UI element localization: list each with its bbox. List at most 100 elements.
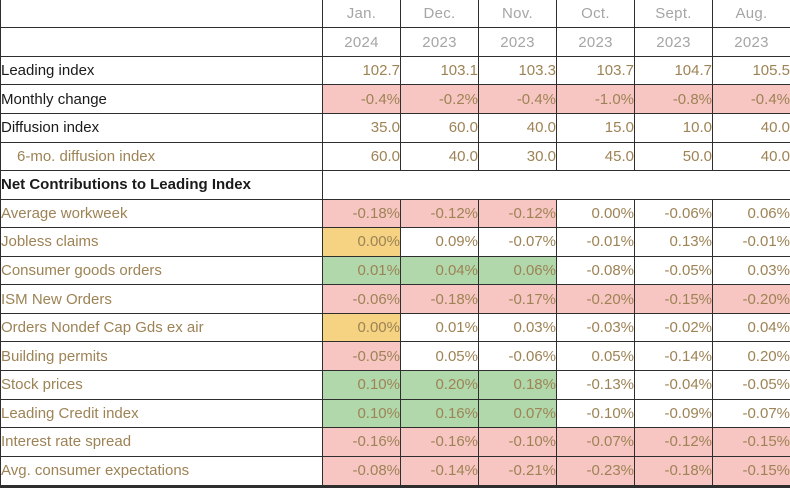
value-cell: 30.0 [478,141,557,172]
value-cell: -0.18% [634,455,713,488]
value-cell: -0.07% [556,427,635,457]
value-cell: -0.06% [634,198,713,229]
table-row-orders-nondef-cap-gds: Orders Nondef Cap Gds ex air 0.00% 0.01%… [0,312,790,343]
value-cell: -0.8% [634,84,713,114]
column-header-year: 2023 [712,27,790,57]
value-cell: -0.03% [556,312,635,343]
row-label: Interest rate spread [0,427,323,457]
value-cell: -0.05% [712,370,790,400]
value-cell: -0.17% [478,284,557,314]
value-cell: -0.10% [478,427,557,457]
value-cell: -0.15% [712,455,790,488]
value-cell: 0.00% [322,312,401,343]
value-cell: 104.7 [634,55,713,86]
value-cell: -0.06% [322,284,401,314]
value-cell: -0.4% [712,84,790,114]
table-row-average-workweek: Average workweek -0.18% -0.12% -0.12% 0.… [0,198,790,229]
column-header-month: Nov. [478,0,557,29]
value-cell: 40.0 [712,112,790,143]
table-row-monthly-change: Monthly change -0.4% -0.2% -0.4% -1.0% -… [0,84,790,114]
value-cell: 15.0 [556,112,635,143]
value-cell: -0.08% [556,255,635,286]
row-label: Jobless claims [0,227,323,257]
value-cell: -0.12% [634,427,713,457]
value-cell: 0.07% [478,398,557,429]
value-cell: 0.06% [478,255,557,286]
column-header-year: 2023 [478,27,557,57]
value-cell: -0.12% [478,198,557,229]
value-cell: -0.01% [712,227,790,257]
row-label: Orders Nondef Cap Gds ex air [0,312,323,343]
value-cell: 105.5 [712,55,790,86]
value-cell: 0.10% [322,370,401,400]
value-cell: -0.14% [634,341,713,372]
value-cell: -0.4% [478,84,557,114]
value-cell: -0.05% [322,341,401,372]
value-cell: -0.21% [478,455,557,488]
value-cell: 0.13% [634,227,713,257]
row-label: Leading index [0,55,323,86]
value-cell: 10.0 [634,112,713,143]
value-cell: 0.20% [400,370,479,400]
row-label: Consumer goods orders [0,255,323,286]
table-row-ism-new-orders: ISM New Orders -0.06% -0.18% -0.17% -0.2… [0,284,790,314]
table-row-jobless-claims: Jobless claims 0.00% 0.09% -0.07% -0.01%… [0,227,790,257]
row-label: Stock prices [0,370,323,400]
value-cell: 0.18% [478,370,557,400]
table-row-section-header: Net Contributions to Leading Index [0,170,790,200]
value-cell: -0.09% [634,398,713,429]
table-row-stock-prices: Stock prices 0.10% 0.20% 0.18% -0.13% -0… [0,370,790,400]
value-cell: 50.0 [634,141,713,172]
section-empty-cell [322,170,790,200]
column-header-year: 2024 [322,27,401,57]
header-row-years: 2024 2023 2023 2023 2023 2023 [0,27,790,57]
value-cell: -0.06% [478,341,557,372]
value-cell: 103.1 [400,55,479,86]
value-cell: 0.05% [400,341,479,372]
value-cell: -0.15% [634,284,713,314]
value-cell: 0.00% [556,198,635,229]
value-cell: -0.16% [322,427,401,457]
header-corner-cell [0,0,323,29]
value-cell: 102.7 [322,55,401,86]
value-cell: -0.08% [322,455,401,488]
value-cell: -0.20% [712,284,790,314]
table-row-leading-credit-index: Leading Credit index 0.10% 0.16% 0.07% -… [0,398,790,429]
value-cell: -0.10% [556,398,635,429]
row-label: Leading Credit index [0,398,323,429]
row-label: Building permits [0,341,323,372]
value-cell: 0.01% [400,312,479,343]
value-cell: -0.2% [400,84,479,114]
value-cell: 0.04% [712,312,790,343]
value-cell: 35.0 [322,112,401,143]
value-cell: 60.0 [400,112,479,143]
value-cell: 0.01% [322,255,401,286]
table-row-building-permits: Building permits -0.05% 0.05% -0.06% 0.0… [0,341,790,372]
section-header-label: Net Contributions to Leading Index [0,170,323,200]
value-cell: -0.14% [400,455,479,488]
value-cell: -0.12% [400,198,479,229]
row-label: Diffusion index [0,112,323,143]
value-cell: -0.13% [556,370,635,400]
column-header-year: 2023 [556,27,635,57]
column-header-month: Sept. [634,0,713,29]
value-cell: -0.16% [400,427,479,457]
value-cell: -0.18% [400,284,479,314]
value-cell: -0.07% [478,227,557,257]
value-cell: 103.7 [556,55,635,86]
value-cell: 0.10% [322,398,401,429]
column-header-year: 2023 [400,27,479,57]
value-cell: 60.0 [322,141,401,172]
row-label: ISM New Orders [0,284,323,314]
value-cell: -0.23% [556,455,635,488]
value-cell: 0.03% [712,255,790,286]
row-label: Monthly change [0,84,323,114]
value-cell: 0.16% [400,398,479,429]
column-header-month: Oct. [556,0,635,29]
value-cell: -0.4% [322,84,401,114]
column-header-month: Aug. [712,0,790,29]
header-row-months: Jan. Dec. Nov. Oct. Sept. Aug. [0,0,790,29]
value-cell: 0.04% [400,255,479,286]
table-row-leading-index: Leading index 102.7 103.1 103.3 103.7 10… [0,55,790,86]
value-cell: -0.04% [634,370,713,400]
